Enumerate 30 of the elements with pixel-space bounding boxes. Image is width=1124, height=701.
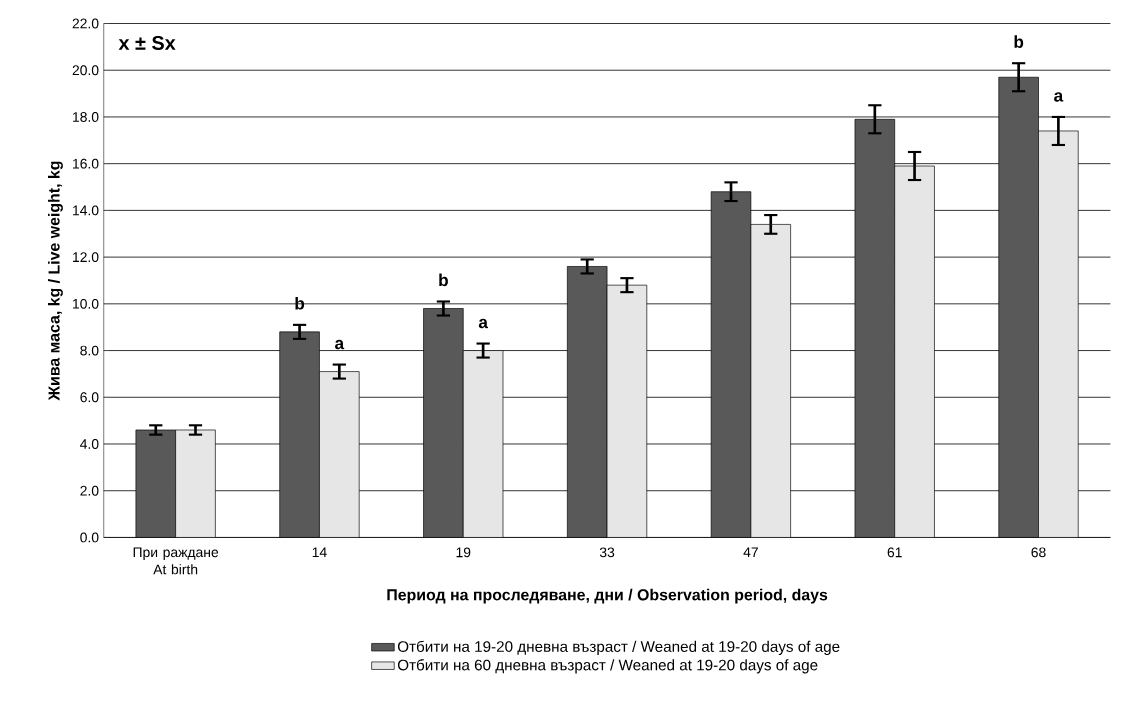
y-tick-label: 16.0: [73, 158, 99, 169]
y-tick-label: 18.0: [73, 111, 99, 122]
legend-label: Отбити на 19-20 дневна възраст / Weaned at 19-20 days of age: [397, 640, 840, 655]
x-tick-label: При раждане At birth: [133, 547, 219, 575]
y-tick-label: 0.0: [80, 532, 99, 543]
y-tick-label: 6.0: [80, 392, 99, 403]
annotation: a: [478, 318, 489, 329]
x-axis-title: Период на проследяване, дни / Observation period, days: [387, 588, 828, 604]
y-tick-label: 12.0: [73, 252, 99, 262]
x-tick-label: 47: [743, 547, 758, 557]
annotation: a: [335, 339, 345, 350]
y-tick-label: 2.0: [80, 485, 99, 496]
annotation: a: [1054, 92, 1064, 102]
y-tick-label: 22.0: [72, 18, 99, 29]
x-tick-label: 19: [456, 547, 471, 558]
x-tick-label: 68: [1031, 547, 1046, 558]
annotation: b: [295, 296, 305, 310]
annotation: x ± Sx: [118, 35, 176, 50]
y-tick-label: 14.0: [73, 205, 99, 216]
y-tick-label: 8.0: [80, 345, 99, 356]
y-tick-label: 4.0: [80, 438, 99, 449]
x-tick-label: 61: [887, 547, 902, 558]
legend-label: Отбити на 60 дневна възраст / Weaned at 19-20 days of age: [397, 658, 818, 674]
y-axis-title: Жива маса, kg / Live weight, kg: [48, 161, 63, 401]
x-tick-label: 14: [312, 547, 327, 557]
y-tick-label: 10.0: [73, 298, 99, 309]
x-tick-label: 33: [599, 547, 615, 558]
annotation: b: [439, 273, 448, 287]
annotation: b: [1014, 35, 1024, 48]
y-tick-label: 20.0: [72, 65, 99, 75]
